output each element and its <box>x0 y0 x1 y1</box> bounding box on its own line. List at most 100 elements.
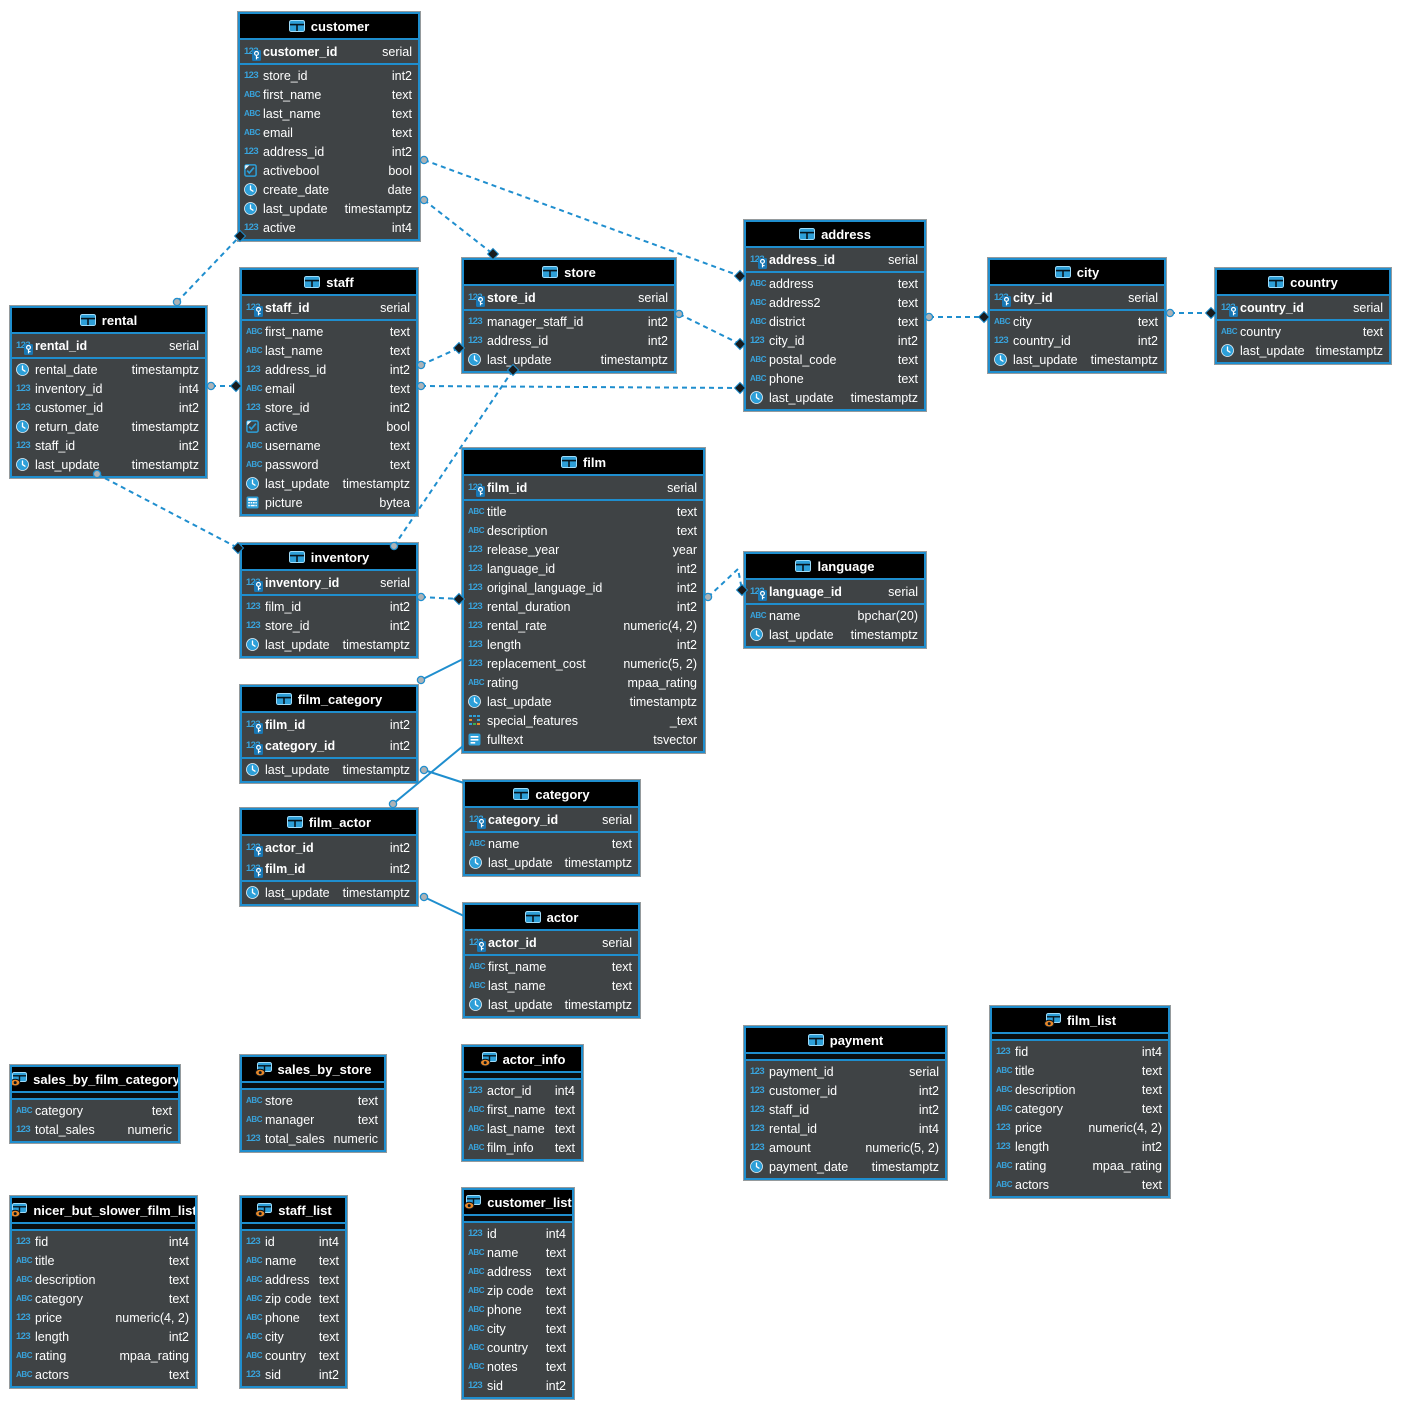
column-row-actors[interactable]: ABC actors text <box>12 1365 195 1384</box>
entity-header-staff_list[interactable]: staff_list <box>242 1198 345 1224</box>
column-row-city[interactable]: ABC city text <box>242 1327 345 1346</box>
column-row-description[interactable]: ABC description text <box>464 521 703 540</box>
column-row-actors[interactable]: ABC actors text <box>992 1175 1168 1194</box>
column-row-store_id[interactable]: 123 store_id serial <box>464 287 674 308</box>
entity-staff_list[interactable]: staff_list 123 id int4 ABC name text ABC address… <box>240 1196 347 1388</box>
entity-header-nicer_but_slower_film_list[interactable]: nicer_but_slower_film_list <box>12 1198 195 1224</box>
column-row-special_features[interactable]: special_features _text <box>464 711 703 730</box>
column-row-create_date[interactable]: create_date date <box>240 180 418 199</box>
entity-rental[interactable]: rental 123 rental_id serial rental_date times… <box>10 306 207 478</box>
column-row-category[interactable]: ABC category text <box>12 1289 195 1308</box>
entity-header-film_list[interactable]: film_list <box>992 1008 1168 1034</box>
column-row-last_update[interactable]: last_update timestamptz <box>990 350 1164 369</box>
column-row-last_update[interactable]: last_update timestamptz <box>240 199 418 218</box>
column-row-country_id[interactable]: 123 country_id int2 <box>990 331 1164 350</box>
column-row-store_id[interactable]: 123 store_id int2 <box>240 66 418 85</box>
column-row-last_name[interactable]: ABC last_name text <box>465 976 638 995</box>
column-row-language_id[interactable]: 123 language_id serial <box>746 581 924 602</box>
column-row-customer_id[interactable]: 123 customer_id int2 <box>746 1081 945 1100</box>
column-row-country[interactable]: ABC country text <box>242 1346 345 1365</box>
entity-country[interactable]: country 123 country_id serial ABC country text… <box>1215 268 1391 364</box>
column-row-active[interactable]: active bool <box>242 417 416 436</box>
column-row-manager_staff_id[interactable]: 123 manager_staff_id int2 <box>464 312 674 331</box>
column-row-length[interactable]: 123 length int2 <box>12 1327 195 1346</box>
column-row-email[interactable]: ABC email text <box>240 123 418 142</box>
column-row-username[interactable]: ABC username text <box>242 436 416 455</box>
column-row-fulltext[interactable]: fulltext tsvector <box>464 730 703 749</box>
column-row-phone[interactable]: ABC phone text <box>464 1300 572 1319</box>
column-row-rating[interactable]: ABC rating mpaa_rating <box>464 673 703 692</box>
relationship-film_category-category[interactable] <box>419 765 465 784</box>
column-row-rental_id[interactable]: 123 rental_id int4 <box>746 1119 945 1138</box>
column-row-payment_date[interactable]: payment_date timestamptz <box>746 1157 945 1176</box>
column-row-password[interactable]: ABC password text <box>242 455 416 474</box>
column-row-total_sales[interactable]: 123 total_sales numeric <box>242 1129 384 1148</box>
column-row-amount[interactable]: 123 amount numeric(5, 2) <box>746 1138 945 1157</box>
column-row-actor_id[interactable]: 123 actor_id int4 <box>464 1081 581 1100</box>
entity-header-city[interactable]: city <box>990 260 1164 286</box>
entity-header-sales_by_film_category[interactable]: sales_by_film_category <box>12 1067 178 1093</box>
column-row-description[interactable]: ABC description text <box>992 1080 1168 1099</box>
relationship-rental-inventory[interactable] <box>92 469 245 555</box>
column-row-release_year[interactable]: 123 release_year year <box>464 540 703 559</box>
column-row-rating[interactable]: ABC rating mpaa_rating <box>992 1156 1168 1175</box>
entity-header-language[interactable]: language <box>746 554 924 580</box>
column-row-address_id[interactable]: 123 address_id int2 <box>240 142 418 161</box>
column-row-last_update[interactable]: last_update timestamptz <box>242 883 416 902</box>
column-row-total_sales[interactable]: 123 total_sales numeric <box>12 1120 178 1139</box>
column-row-manager[interactable]: ABC manager text <box>242 1110 384 1129</box>
column-row-rental_date[interactable]: rental_date timestamptz <box>12 360 205 379</box>
column-row-last_update[interactable]: last_update timestamptz <box>242 635 416 654</box>
relationship-store-address[interactable] <box>674 309 747 351</box>
relationship-customer-store[interactable] <box>419 195 500 261</box>
column-row-first_name[interactable]: ABC first_name text <box>240 85 418 104</box>
column-row-country[interactable]: ABC country text <box>1217 322 1389 341</box>
column-row-last_update[interactable]: last_update timestamptz <box>465 853 638 872</box>
entity-header-film_actor[interactable]: film_actor <box>242 810 416 836</box>
column-row-address[interactable]: ABC address text <box>746 274 924 293</box>
entity-address[interactable]: address 123 address_id serial ABC address text… <box>744 220 926 411</box>
column-row-first_name[interactable]: ABC first_name text <box>242 322 416 341</box>
column-row-actor_id[interactable]: 123 actor_id serial <box>465 932 638 953</box>
column-row-rental_id[interactable]: 123 rental_id serial <box>12 335 205 356</box>
entity-payment[interactable]: payment 123 payment_id serial 123 customer_id… <box>744 1026 947 1180</box>
column-row-inventory_id[interactable]: 123 inventory_id serial <box>242 572 416 593</box>
relationship-inventory-film[interactable] <box>416 592 466 606</box>
column-row-title[interactable]: ABC title text <box>464 502 703 521</box>
column-row-last_update[interactable]: last_update timestamptz <box>1217 341 1389 360</box>
column-row-store_id[interactable]: 123 store_id int2 <box>242 616 416 635</box>
column-row-id[interactable]: 123 id int4 <box>242 1232 345 1251</box>
column-row-price[interactable]: 123 price numeric(4, 2) <box>992 1118 1168 1137</box>
entity-customer_list[interactable]: customer_list 123 id int4 ABC name text ABC addr… <box>462 1188 574 1399</box>
column-row-rating[interactable]: ABC rating mpaa_rating <box>12 1346 195 1365</box>
column-row-last_update[interactable]: last_update timestamptz <box>12 455 205 474</box>
column-row-actor_id[interactable]: 123 actor_id int2 <box>242 837 416 858</box>
entity-header-film[interactable]: film <box>464 450 703 476</box>
column-row-rental_duration[interactable]: 123 rental_duration int2 <box>464 597 703 616</box>
column-row-active[interactable]: 123 active int4 <box>240 218 418 237</box>
column-row-original_language_id[interactable]: 123 original_language_id int2 <box>464 578 703 597</box>
relationship-film_actor-actor[interactable] <box>419 892 465 917</box>
entity-inventory[interactable]: inventory 123 inventory_id serial 123 film_id… <box>240 543 418 658</box>
entity-header-payment[interactable]: payment <box>746 1028 945 1054</box>
column-row-title[interactable]: ABC title text <box>12 1251 195 1270</box>
column-row-first_name[interactable]: ABC first_name text <box>464 1100 581 1119</box>
column-row-store_id[interactable]: 123 store_id int2 <box>242 398 416 417</box>
entity-header-actor[interactable]: actor <box>465 905 638 931</box>
entity-header-actor_info[interactable]: actor_info <box>464 1047 581 1073</box>
column-row-description[interactable]: ABC description text <box>12 1270 195 1289</box>
column-row-address2[interactable]: ABC address2 text <box>746 293 924 312</box>
column-row-title[interactable]: ABC title text <box>992 1061 1168 1080</box>
relationship-address-city[interactable] <box>924 310 991 324</box>
column-row-payment_id[interactable]: 123 payment_id serial <box>746 1062 945 1081</box>
column-row-country_id[interactable]: 123 country_id serial <box>1217 297 1389 318</box>
entity-film[interactable]: film 123 film_id serial ABC title text ABC descr… <box>462 448 705 753</box>
relationship-staff-store[interactable] <box>416 341 466 370</box>
entity-customer[interactable]: customer 123 customer_id serial 123 store_id i… <box>238 12 420 241</box>
column-row-address[interactable]: ABC address text <box>242 1270 345 1289</box>
column-row-city_id[interactable]: 123 city_id int2 <box>746 331 924 350</box>
entity-category[interactable]: category 123 category_id serial ABC name text l… <box>463 780 640 876</box>
column-row-language_id[interactable]: 123 language_id int2 <box>464 559 703 578</box>
column-row-customer_id[interactable]: 123 customer_id int2 <box>12 398 205 417</box>
column-row-city[interactable]: ABC city text <box>464 1319 572 1338</box>
